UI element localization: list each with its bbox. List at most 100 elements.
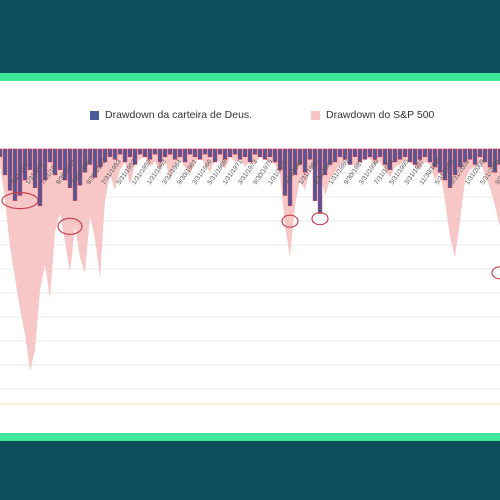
portfolio-drawdown-bar xyxy=(157,148,163,163)
portfolio-drawdown-bar xyxy=(277,148,283,170)
portfolio-drawdown-bar xyxy=(127,148,133,158)
portfolio-drawdown-bar xyxy=(227,148,233,158)
portfolio-drawdown-bar xyxy=(402,148,408,158)
portfolio-drawdown-bar xyxy=(337,148,343,158)
portfolio-drawdown-bar xyxy=(172,148,178,160)
portfolio-drawdown-bar xyxy=(462,148,468,163)
portfolio-drawdown-bar xyxy=(192,148,198,158)
portfolio-drawdown-bar xyxy=(187,148,193,155)
portfolio-drawdown-bar xyxy=(222,148,228,160)
highlight-circle xyxy=(281,214,299,228)
portfolio-drawdown-bar xyxy=(437,148,443,173)
legend-item-portfolio: Drawdown da carteira de Deus. xyxy=(90,109,252,121)
portfolio-drawdown-bar xyxy=(342,148,348,160)
highlight-circle xyxy=(491,266,500,280)
portfolio-drawdown-bar xyxy=(292,148,298,176)
portfolio-drawdown-bar xyxy=(62,148,68,181)
portfolio-drawdown-bar xyxy=(22,148,28,181)
portfolio-drawdown-bar xyxy=(152,148,158,155)
portfolio-drawdown-bar xyxy=(382,148,388,165)
highlight-circle xyxy=(1,191,39,210)
portfolio-drawdown-bar xyxy=(52,148,58,176)
portfolio-drawdown-bar xyxy=(102,148,108,163)
portfolio-drawdown-bar xyxy=(387,148,393,170)
portfolio-drawdown-bar xyxy=(427,148,433,163)
portfolio-drawdown-bar xyxy=(367,148,373,158)
portfolio-drawdown-bar xyxy=(97,148,103,168)
portfolio-drawdown-bar xyxy=(72,148,78,201)
portfolio-drawdown-bar xyxy=(137,148,143,155)
chart-legend: Drawdown da carteira de Deus. Drawdown d… xyxy=(0,109,500,125)
portfolio-drawdown-bar xyxy=(282,148,288,196)
portfolio-drawdown-bar xyxy=(147,148,153,160)
portfolio-drawdown-bar xyxy=(297,148,303,165)
portfolio-drawdown-bar xyxy=(237,148,243,160)
portfolio-drawdown-bar xyxy=(167,148,173,155)
accent-stripe-top xyxy=(0,73,500,81)
portfolio-drawdown-bar xyxy=(107,148,113,158)
portfolio-drawdown-bar xyxy=(37,148,43,207)
portfolio-drawdown-bar xyxy=(327,148,333,165)
portfolio-drawdown-bar xyxy=(252,148,258,155)
portfolio-drawdown-bar xyxy=(497,148,500,165)
portfolio-drawdown-bar xyxy=(422,148,428,158)
portfolio-drawdown-bar xyxy=(457,148,463,168)
portfolio-drawdown-bar xyxy=(477,148,483,158)
portfolio-drawdown-bar xyxy=(87,148,93,165)
portfolio-drawdown-bar xyxy=(452,148,458,176)
portfolio-drawdown-bar xyxy=(17,148,23,196)
highlight-circle xyxy=(57,217,83,235)
portfolio-drawdown-bar xyxy=(357,148,363,163)
chart-panel: Drawdown da carteira de Deus. Drawdown d… xyxy=(0,81,500,433)
legend-item-sp500: Drawdown do S&P 500 xyxy=(311,109,434,121)
portfolio-drawdown-bar xyxy=(42,148,48,181)
portfolio-drawdown-bar xyxy=(197,148,203,160)
drawdown-chart: 3/31/1911/31/1937/31/199/30/19473/31/194… xyxy=(0,148,500,405)
portfolio-drawdown-bar xyxy=(27,148,33,170)
portfolio-drawdown-bar xyxy=(372,148,378,160)
bottom-frame xyxy=(0,441,500,500)
portfolio-drawdown-bar xyxy=(82,148,88,173)
portfolio-drawdown-bar xyxy=(347,148,353,165)
portfolio-drawdown-bar xyxy=(242,148,248,158)
portfolio-drawdown-bar xyxy=(312,148,318,201)
portfolio-drawdown-bar xyxy=(272,148,278,163)
portfolio-drawdown-bar xyxy=(232,148,238,155)
portfolio-drawdown-bar xyxy=(177,148,183,158)
portfolio-drawdown-bar xyxy=(467,148,473,160)
portfolio-drawdown-bar xyxy=(377,148,383,158)
portfolio-drawdown-bar xyxy=(287,148,293,207)
portfolio-drawdown-bar xyxy=(302,148,308,173)
accent-stripe-bottom xyxy=(0,433,500,441)
portfolio-drawdown-bar xyxy=(267,148,273,158)
legend-label-portfolio: Drawdown da carteira de Deus. xyxy=(105,109,253,121)
portfolio-drawdown-bar xyxy=(132,148,138,165)
portfolio-drawdown-bar xyxy=(47,148,53,163)
portfolio-drawdown-bar xyxy=(257,148,263,158)
portfolio-drawdown-bar xyxy=(77,148,83,186)
portfolio-drawdown-bar xyxy=(412,148,418,165)
legend-swatch-sp500 xyxy=(311,110,320,120)
portfolio-drawdown-bar xyxy=(217,148,223,155)
portfolio-drawdown-bar xyxy=(487,148,493,168)
portfolio-drawdown-bar xyxy=(247,148,253,163)
portfolio-drawdown-bar xyxy=(442,148,448,181)
portfolio-drawdown-bar xyxy=(362,148,368,160)
legend-swatch-portfolio xyxy=(90,110,99,120)
portfolio-drawdown-bar xyxy=(332,148,338,163)
portfolio-drawdown-bar xyxy=(447,148,453,189)
portfolio-drawdown-bar xyxy=(57,148,63,170)
portfolio-drawdown-bar xyxy=(67,148,73,189)
portfolio-drawdown-bar xyxy=(207,148,213,158)
portfolio-drawdown-bar xyxy=(92,148,98,178)
highlight-circle xyxy=(311,212,329,226)
portfolio-drawdown-bar xyxy=(12,148,18,201)
portfolio-drawdown-bar xyxy=(432,148,438,168)
portfolio-drawdown-bar xyxy=(0,148,3,158)
portfolio-drawdown-bar xyxy=(182,148,188,163)
portfolio-drawdown-bar xyxy=(262,148,268,160)
portfolio-drawdown-bar xyxy=(482,148,488,163)
portfolio-drawdown-bar xyxy=(472,148,478,165)
portfolio-drawdown-bar xyxy=(117,148,123,155)
portfolio-drawdown-bar xyxy=(307,148,313,160)
